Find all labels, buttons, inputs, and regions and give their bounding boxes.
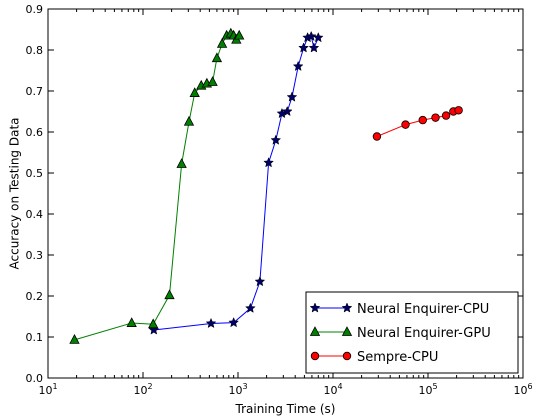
data-point-neural-enquirer-cpu [292, 60, 304, 71]
data-point-sempre-cpu [401, 120, 410, 129]
data-point-neural-enquirer-cpu [286, 91, 298, 102]
y-tick-label: 0.3 [26, 249, 44, 262]
y-tick-label: 0.9 [26, 3, 44, 16]
legend: Neural Enquirer-CPU Neural Enquirer-GPU Se… [305, 291, 519, 374]
data-point-neural-enquirer-gpu [69, 334, 80, 344]
data-point-neural-enquirer-cpu [308, 42, 320, 53]
data-point-neural-enquirer-gpu [183, 115, 195, 126]
data-point-neural-enquirer-cpu [312, 32, 324, 43]
legend-label-neural-enquirer-gpu: Neural Enquirer-GPU [357, 326, 491, 341]
data-point-neural-enquirer-cpu [148, 324, 160, 335]
y-tick-label: 0.8 [26, 44, 44, 57]
data-point-sempre-cpu [372, 132, 382, 141]
x-tick-label: 106 [513, 382, 532, 397]
data-point-neural-enquirer-cpu [245, 302, 256, 313]
data-point-neural-enquirer-cpu [205, 317, 217, 329]
data-point-neural-enquirer-gpu [164, 289, 175, 300]
x-tick-label: 101 [38, 382, 57, 397]
y-tick-label: 0.7 [26, 85, 44, 98]
data-point-neural-enquirer-gpu [234, 29, 245, 40]
data-point-neural-enquirer-cpu [281, 105, 293, 117]
legend-marker-neural-enquirer-cpu [309, 302, 321, 313]
data-point-neural-enquirer-gpu [207, 76, 218, 86]
x-tick-label: 102 [133, 382, 152, 397]
y-tick-label: 0.6 [26, 126, 44, 139]
data-point-sempre-cpu [431, 113, 440, 122]
plot-frame [47, 8, 524, 379]
data-point-neural-enquirer-gpu [148, 318, 159, 329]
data-point-neural-enquirer-cpu [305, 30, 317, 42]
data-point-neural-enquirer-cpu [270, 134, 282, 145]
y-axis-title: Accuracy on Testing Data [8, 117, 22, 269]
legend-label-sempre-cpu: Sempre-CPU [357, 350, 438, 365]
data-point-neural-enquirer-cpu [298, 42, 309, 53]
x-axis-title: Training Time (s) [235, 402, 336, 416]
data-point-sempre-cpu [441, 111, 451, 120]
x-tick-label: 103 [228, 382, 247, 397]
data-point-neural-enquirer-gpu [211, 52, 223, 63]
plot-area [69, 27, 463, 344]
data-point-neural-enquirer-cpu [263, 157, 274, 168]
data-point-neural-enquirer-gpu [176, 158, 187, 168]
legend-marker-sempre-cpu [342, 351, 352, 361]
y-tick-label: 0.0 [26, 372, 44, 385]
x-tick-label: 104 [323, 382, 342, 397]
y-tick-label: 0.5 [26, 167, 44, 180]
y-tick-label: 0.4 [26, 208, 44, 221]
data-point-sempre-cpu [418, 115, 427, 125]
legend-marker-neural-enquirer-cpu [341, 302, 353, 313]
legend-marker-sempre-cpu [310, 351, 320, 361]
legend-marker-neural-enquirer-gpu [341, 326, 353, 336]
legend-label-neural-enquirer-cpu: Neural Enquirer-CPU [357, 302, 489, 317]
data-point-neural-enquirer-cpu [254, 275, 266, 287]
y-tick-label: 0.1 [26, 331, 44, 344]
data-point-neural-enquirer-gpu [126, 317, 137, 327]
data-point-sempre-cpu [454, 106, 463, 115]
data-point-neural-enquirer-cpu [228, 316, 240, 328]
data-point-neural-enquirer-gpu [216, 37, 228, 48]
legend-marker-neural-enquirer-gpu [309, 326, 321, 336]
data-point-neural-enquirer-gpu [189, 87, 200, 97]
x-tick-label: 105 [418, 382, 437, 397]
y-tick-label: 0.2 [26, 290, 44, 303]
axis-ticks: 101 102 103 104 105 106 0.0 0.1 0.2 0.3 0.4 0.5 0.6 0… [26, 3, 533, 397]
